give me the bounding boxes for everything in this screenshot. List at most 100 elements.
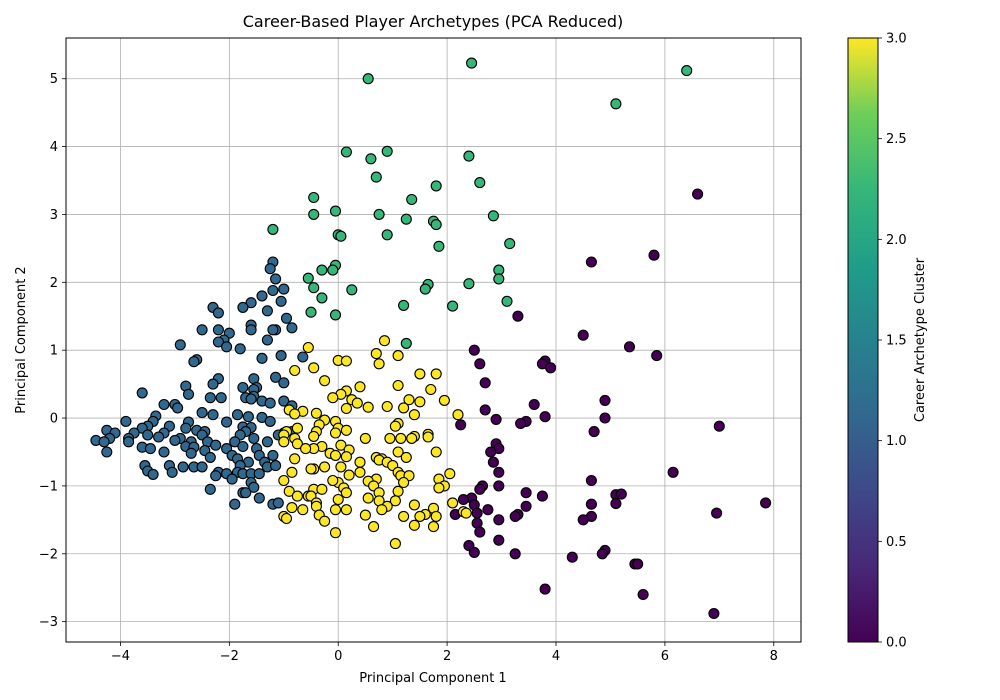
- scatter-point-cluster-3: [378, 335, 391, 347]
- scatter-point-cluster-0: [474, 358, 486, 370]
- scatter-point-cluster-0: [760, 497, 772, 509]
- scatter-point-cluster-3: [373, 358, 385, 370]
- scatter-point-cluster-2: [398, 299, 410, 311]
- scatter-point-cluster-3: [392, 379, 404, 392]
- scatter-point-cluster-0: [528, 398, 540, 411]
- scatter-point-cluster-3: [414, 510, 426, 522]
- scatter-point-cluster-0: [493, 466, 505, 478]
- scatter-point-cluster-2: [327, 264, 339, 276]
- scatter-point-cluster-2: [430, 219, 442, 231]
- x-tick-label: −4: [111, 649, 130, 664]
- scatter-point-cluster-1: [297, 351, 309, 363]
- scatter-point-cluster-1: [270, 273, 282, 285]
- scatter-point-cluster-0: [493, 514, 505, 526]
- scatter-point-cluster-1: [272, 497, 284, 509]
- scatter-point-cluster-1: [98, 436, 110, 448]
- scatter-point-cluster-2: [400, 337, 412, 349]
- y-axis-ticks: −3 −2 −1 0 1 2 3 4 5: [39, 72, 66, 630]
- scatter-point-cluster-3: [408, 499, 420, 511]
- scatter-point-cluster-2: [463, 278, 475, 290]
- scatter-point-cluster-3: [316, 483, 328, 495]
- scatter-point-cluster-3: [289, 453, 301, 465]
- scatter-point-cluster-1: [174, 339, 186, 351]
- scatter-point-cluster-3: [376, 504, 388, 516]
- scatter-point-cluster-3: [381, 400, 393, 413]
- scatter-point-cluster-3: [447, 497, 459, 509]
- scatter-point-cluster-2: [466, 57, 478, 69]
- scatter-point-cluster-3: [329, 527, 342, 539]
- colorbar-tick-label: 2.5: [886, 132, 907, 147]
- scatter-point-cluster-1: [221, 341, 233, 353]
- scatter-point-cluster-3: [398, 402, 410, 414]
- scatter-point-cluster-0: [493, 534, 505, 546]
- scatter-point-cluster-3: [362, 401, 374, 413]
- scatter-point-cluster-1: [237, 381, 249, 394]
- scatter-point-cluster-3: [340, 504, 352, 516]
- scatter-point-cluster-3: [340, 424, 352, 436]
- scatter-point-cluster-3: [335, 439, 347, 451]
- scatter-point-cluster-2: [365, 153, 377, 165]
- scatter-point-cluster-0: [487, 456, 499, 468]
- scatter-point-cluster-2: [308, 191, 320, 204]
- scatter-point-cluster-1: [267, 449, 279, 461]
- scatter-point-cluster-2: [329, 205, 342, 217]
- scatter-point-cluster-1: [237, 440, 249, 453]
- scatter-point-cluster-3: [291, 438, 303, 450]
- scatter-point-cluster-3: [444, 468, 456, 480]
- scatter-point-cluster-0: [632, 558, 644, 570]
- scatter-point-cluster-1: [136, 387, 148, 399]
- scatter-point-cluster-1: [278, 395, 290, 407]
- scatter-point-cluster-1: [158, 446, 170, 458]
- scatter-point-cluster-0: [566, 551, 578, 563]
- scatter-point-cluster-0: [599, 394, 611, 406]
- scatter-point-cluster-3: [354, 466, 366, 478]
- scatter-point-cluster-2: [610, 98, 622, 110]
- scatter-point-cluster-1: [153, 431, 165, 443]
- scatter-point-cluster-3: [319, 375, 331, 387]
- y-tick-label: 4: [50, 140, 58, 155]
- scatter-point-cluster-3: [408, 409, 420, 421]
- x-tick-label: 8: [770, 649, 778, 664]
- scatter-point-cluster-2: [302, 272, 314, 284]
- scatter-point-cluster-1: [264, 263, 276, 275]
- scatter-point-cluster-3: [305, 463, 317, 475]
- scatter-point-cluster-3: [329, 449, 342, 461]
- x-axis-ticks: −4 −2 0 2 4 6 8: [111, 642, 778, 664]
- scatter-point-cluster-0: [455, 419, 467, 431]
- scatter-point-cluster-2: [406, 193, 418, 206]
- scatter-point-cluster-1: [204, 483, 216, 495]
- scatter-point-cluster-2: [493, 273, 505, 285]
- scatter-point-cluster-1: [253, 468, 265, 480]
- scatter-point-cluster-1: [261, 334, 273, 346]
- scatter-point-cluster-0: [713, 420, 725, 432]
- scatter-point-cluster-3: [359, 509, 371, 521]
- scatter-point-cluster-3: [460, 507, 472, 519]
- scatter-point-cluster-3: [310, 407, 322, 419]
- scatter-point-cluster-3: [452, 409, 464, 421]
- scatter-point-cluster-2: [335, 230, 347, 242]
- scatter-point-cluster-0: [585, 256, 597, 268]
- scatter-point-cluster-2: [487, 210, 499, 222]
- scatter-point-cluster-2: [681, 65, 693, 77]
- scatter-point-cluster-3: [408, 519, 420, 531]
- scatter-point-cluster-3: [332, 493, 344, 506]
- scatter-point-cluster-3: [400, 451, 412, 463]
- scatter-point-cluster-1: [264, 397, 276, 409]
- scatter-point-cluster-3: [384, 432, 396, 444]
- scatter-point-cluster-2: [433, 240, 445, 252]
- scatter-point-cluster-3: [302, 341, 314, 354]
- scatter-point-cluster-1: [229, 498, 241, 510]
- colorbar-tick-label: 0.5: [886, 535, 907, 550]
- x-tick-label: 6: [661, 649, 669, 664]
- scatter-point-cluster-2: [501, 295, 513, 307]
- scatter-point-cluster-1: [144, 443, 156, 455]
- scatter-point-cluster-0: [545, 362, 557, 374]
- scatter-point-cluster-1: [158, 398, 170, 411]
- scatter-point-cluster-0: [711, 507, 723, 519]
- scatter-point-cluster-1: [147, 468, 159, 480]
- scatter-point-cluster-3: [362, 492, 374, 504]
- x-tick-label: −2: [220, 649, 239, 664]
- scatter-point-cluster-0: [585, 474, 597, 487]
- scatter-point-cluster-1: [245, 297, 257, 309]
